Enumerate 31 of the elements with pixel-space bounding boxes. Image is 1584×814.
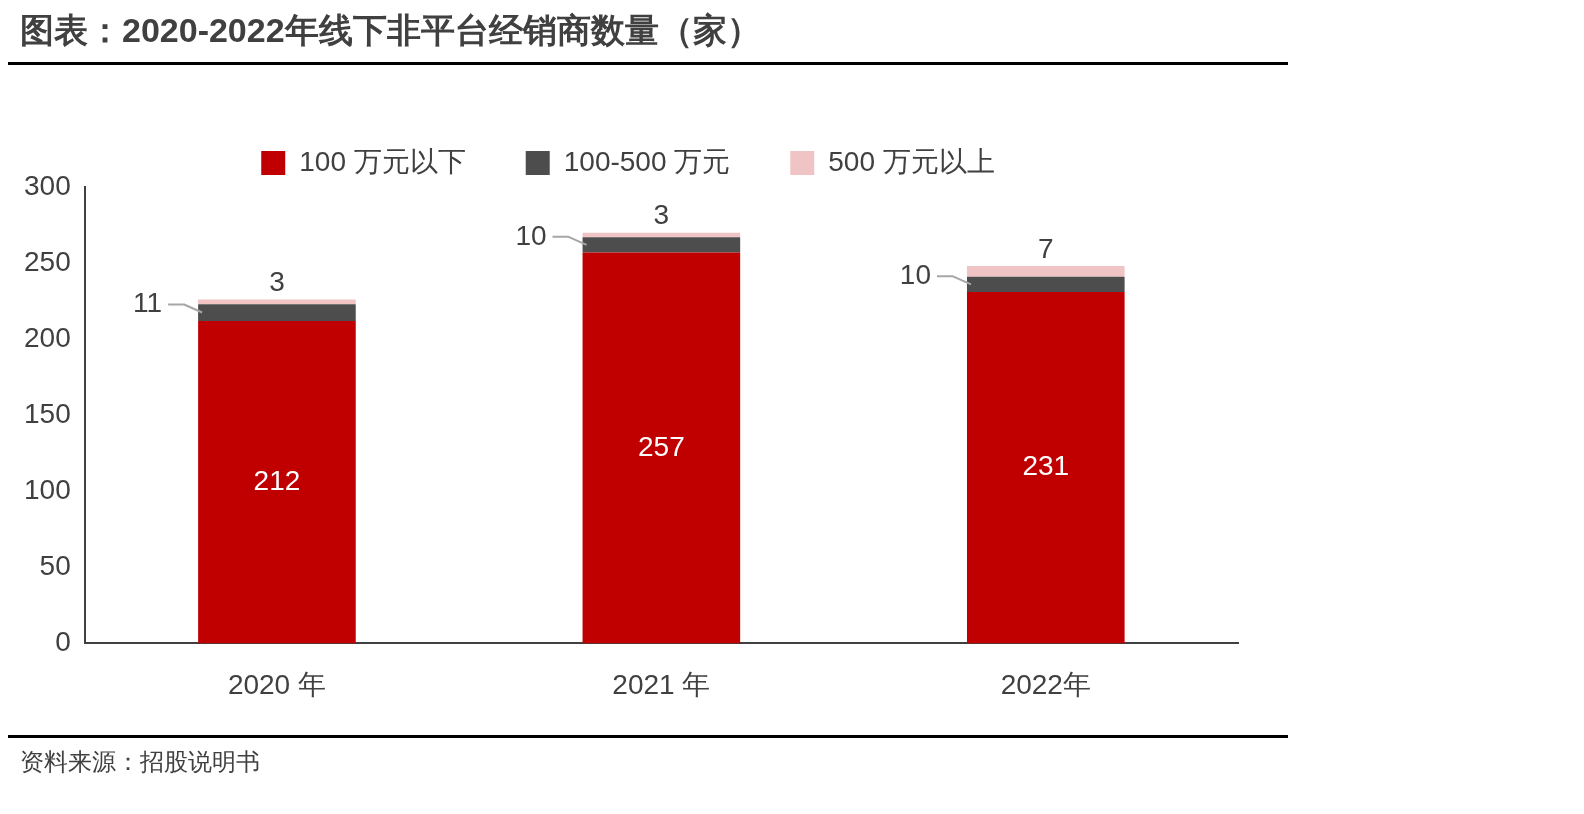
data-label: 212: [253, 464, 301, 496]
data-label: 11: [133, 287, 163, 319]
bar: [582, 252, 741, 644]
y-tick-label: 50: [39, 550, 71, 582]
x-tick-label: 2021 年: [612, 668, 711, 700]
legend-label: 500 万元以上: [828, 145, 995, 177]
y-tick-label: 250: [24, 245, 71, 277]
y-tick-label: 0: [55, 626, 71, 658]
text: 资料来源：招股说明书: [20, 747, 261, 777]
y-tick-label: 300: [24, 169, 71, 201]
data-label: 10: [899, 259, 931, 291]
legend-label: 100 万元以下: [299, 145, 466, 177]
y-tick-label: 200: [24, 321, 71, 353]
x-tick-label: 2022年: [1000, 668, 1091, 700]
bar: [198, 320, 356, 644]
data-label: 231: [1022, 450, 1070, 482]
legend-label: 100-500 万元: [563, 145, 731, 177]
bar: [966, 266, 1125, 277]
bar: [198, 304, 356, 321]
chart-title: 图表：2020-2022年线下非平台经销商数量（家）: [8, 8, 1288, 65]
data-label: 257: [638, 430, 685, 462]
data-label: 7: [1038, 232, 1054, 264]
bar: [966, 276, 1125, 292]
bar: [582, 237, 741, 253]
x-tick-label: 2020 年: [227, 668, 326, 700]
data-label: 10: [515, 219, 547, 251]
y-tick-label: 150: [24, 397, 71, 429]
data-label: 3: [269, 266, 285, 298]
bar: [966, 291, 1125, 644]
data-label: 3: [653, 199, 670, 231]
y-tick-label: 100: [24, 473, 71, 505]
